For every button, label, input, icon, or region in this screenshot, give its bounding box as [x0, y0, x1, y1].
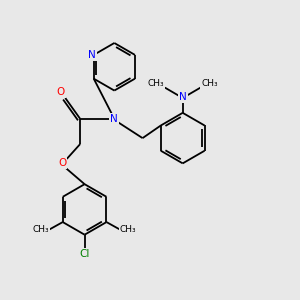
- Text: Cl: Cl: [80, 249, 90, 259]
- Text: O: O: [57, 87, 65, 97]
- Text: CH₃: CH₃: [148, 79, 164, 88]
- Text: CH₃: CH₃: [201, 79, 218, 88]
- Text: N: N: [179, 92, 187, 101]
- Text: N: N: [88, 50, 96, 60]
- Text: O: O: [58, 158, 66, 168]
- Text: N: N: [110, 114, 118, 124]
- Text: CH₃: CH₃: [33, 225, 49, 234]
- Text: CH₃: CH₃: [120, 225, 136, 234]
